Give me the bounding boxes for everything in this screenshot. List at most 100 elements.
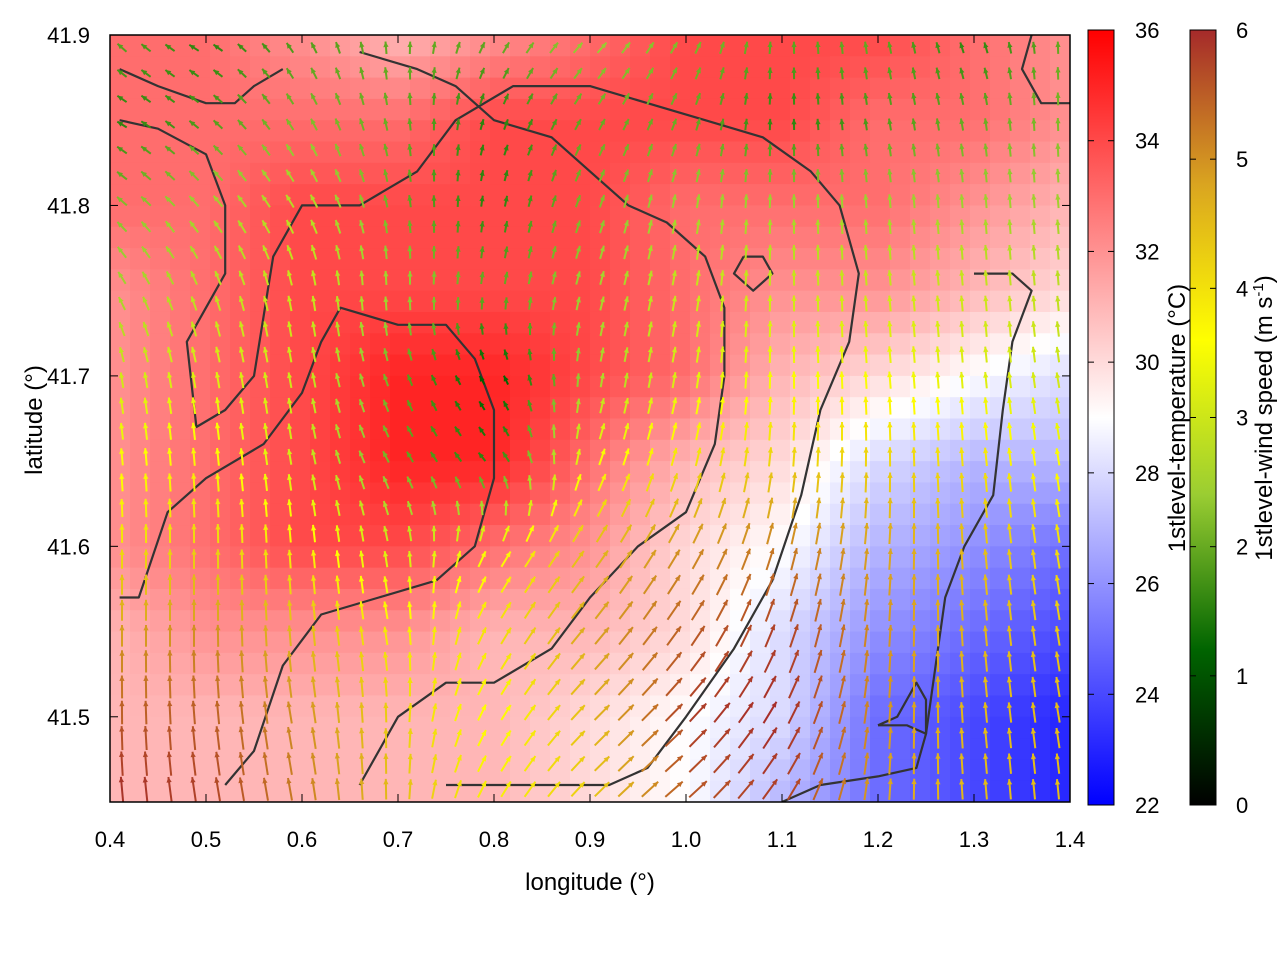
- wind-arrow-head: [504, 42, 510, 49]
- wind-arrow: [407, 525, 413, 542]
- wind-arrow-head: [863, 67, 869, 74]
- wind-arrow: [119, 625, 125, 647]
- temperature-cell: [170, 610, 191, 633]
- wind-arrow: [431, 296, 437, 310]
- temperature-cell: [650, 333, 671, 356]
- temperature-cell: [990, 311, 1011, 334]
- wind-arrow-head: [359, 92, 365, 99]
- temperature-cell: [350, 205, 371, 228]
- wind-arrow-head: [743, 67, 749, 74]
- temperature-cell: [670, 375, 691, 398]
- wind-arrow-head: [792, 497, 798, 504]
- temperature-cell: [790, 375, 811, 398]
- temperature-cell: [390, 588, 411, 611]
- temperature-cell: [830, 461, 851, 484]
- wind-arrow: [140, 145, 152, 155]
- wind-arrow-head: [239, 473, 245, 480]
- wind-arrow: [959, 574, 965, 596]
- wind-arrow: [191, 447, 197, 466]
- wind-arrow-head: [767, 270, 773, 276]
- temperature-cell: [910, 567, 931, 590]
- wind-arrow: [815, 447, 821, 467]
- wind-arrow-head: [624, 118, 629, 125]
- temperature-cell: [950, 759, 971, 782]
- wind-arrow: [619, 549, 633, 569]
- temperature-cell: [870, 461, 891, 484]
- wind-arrow-head: [237, 195, 244, 202]
- wind-arrow: [715, 573, 729, 596]
- wind-arrow-head: [647, 219, 653, 226]
- temperature-cell: [530, 205, 551, 228]
- temperature-cell: [950, 248, 971, 270]
- wind-arrow-head: [213, 69, 220, 76]
- temperature-cell: [990, 162, 1011, 185]
- wind-arrow: [1031, 321, 1037, 337]
- wind-arrow-head: [166, 246, 172, 253]
- wind-arrow: [1030, 498, 1037, 518]
- wind-arrow: [983, 321, 989, 337]
- wind-arrow: [143, 726, 149, 751]
- wind-arrow-head: [576, 474, 582, 481]
- wind-arrow-head: [863, 422, 869, 428]
- temperature-cell: [210, 418, 231, 441]
- temperature-cell: [430, 333, 451, 356]
- temperature-cell: [870, 290, 891, 313]
- temperature-cell: [570, 461, 591, 484]
- wind-arrow: [527, 323, 533, 336]
- wind-arrow: [863, 701, 870, 724]
- temperature-cell: [530, 397, 551, 420]
- temperature-cell: [270, 205, 291, 228]
- wind-arrow: [863, 624, 870, 648]
- wind-arrow: [767, 41, 773, 54]
- temperature-cell: [550, 290, 571, 313]
- temperature-cell: [990, 759, 1011, 782]
- wind-arrow-head: [863, 143, 869, 150]
- wind-arrow-head: [287, 321, 293, 328]
- wind-arrow: [525, 525, 535, 543]
- temperature-cell: [170, 226, 191, 249]
- wind-arrow: [695, 346, 701, 363]
- temperature-cell: [410, 205, 431, 228]
- wind-arrow-head: [911, 497, 917, 504]
- wind-arrow-head: [165, 146, 172, 152]
- wind-arrow: [790, 522, 798, 545]
- temperature-cell: [810, 439, 831, 462]
- wind-arrow: [791, 41, 797, 54]
- wind-arrow-head: [479, 93, 485, 100]
- wind-arrow: [1031, 168, 1037, 183]
- wind-arrow: [407, 652, 413, 671]
- wind-arrow: [191, 549, 197, 569]
- temperature-cell: [930, 461, 951, 484]
- temperature-cell: [270, 631, 291, 654]
- wind-arrow-head: [1054, 473, 1060, 480]
- temperature-cell: [890, 311, 911, 334]
- wind-arrow-head: [117, 246, 124, 253]
- wind-arrow-head: [505, 602, 511, 609]
- temperature-cell: [890, 269, 911, 292]
- wind-arrow-head: [238, 346, 245, 353]
- temperature-cell: [310, 77, 331, 100]
- wind-arrow: [813, 649, 823, 674]
- wind-arrow-head: [603, 705, 610, 711]
- wind-arrow: [647, 346, 653, 363]
- wind-arrow: [261, 118, 271, 131]
- temperature-cell: [390, 141, 411, 164]
- wind-arrow: [334, 676, 341, 698]
- wind-arrow-head: [579, 679, 585, 686]
- wind-arrow-head: [1007, 168, 1013, 175]
- wind-arrow-head: [214, 245, 220, 252]
- wind-arrow: [1030, 651, 1037, 672]
- temperature-cell: [930, 716, 951, 739]
- wind-arrow-head: [839, 320, 845, 327]
- wind-arrow: [622, 169, 630, 183]
- temperature-cell: [390, 482, 411, 505]
- wind-arrow: [119, 700, 125, 725]
- wind-arrow: [359, 92, 365, 106]
- wind-arrow-head: [599, 245, 605, 252]
- wind-arrow-head: [262, 119, 268, 126]
- wind-arrow-head: [647, 245, 653, 252]
- temperature-cell: [450, 525, 471, 547]
- wind-arrow: [959, 650, 965, 672]
- wind-arrow: [455, 118, 461, 131]
- wind-arrow-head: [887, 270, 893, 276]
